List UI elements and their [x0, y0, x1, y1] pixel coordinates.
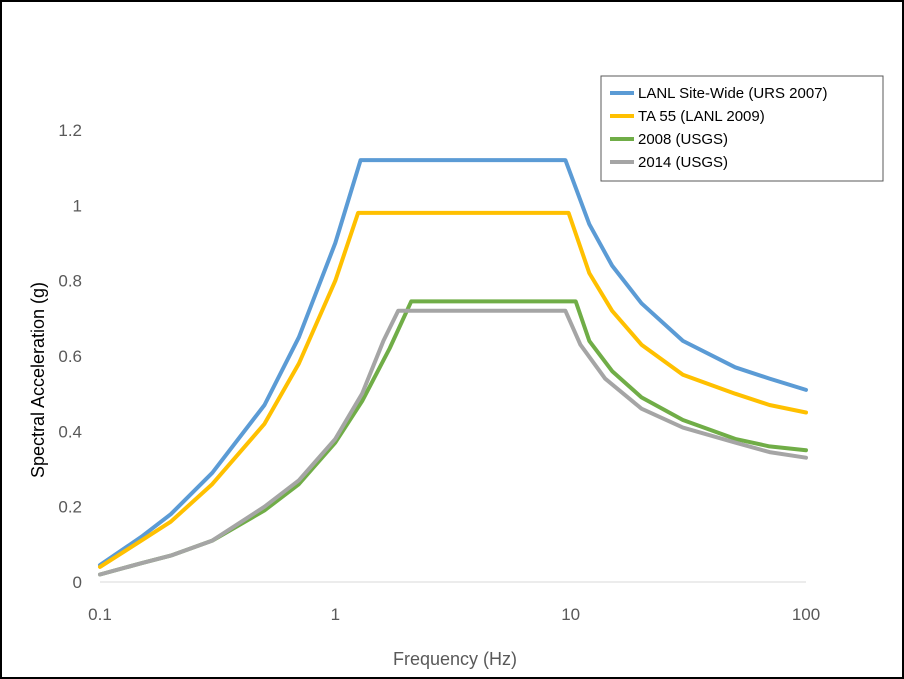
y-tick-label: 0.8: [58, 272, 82, 291]
x-tick-label: 100: [792, 605, 820, 624]
x-axis-ticks: 0.1 1 10 100: [88, 605, 820, 624]
series-line-3: [98, 299, 808, 577]
y-tick-label: 1: [73, 196, 82, 215]
y-tick-label: 1.2: [58, 121, 82, 140]
series-line-4: [98, 308, 808, 577]
y-tick-label: 0.2: [58, 498, 82, 517]
y-tick-label: 0.4: [58, 422, 82, 441]
y-tick-label: 0: [73, 573, 82, 592]
legend-items: LANL Site-Wide (URS 2007) TA 55 (LANL 200…: [610, 85, 828, 171]
legend-label: 2008 (USGS): [638, 131, 728, 148]
legend: LANL Site-Wide (URS 2007) TA 55 (LANL 200…: [600, 75, 884, 182]
y-axis-title: Spectral Acceleration (g): [28, 282, 48, 478]
legend-label: LANL Site-Wide (URS 2007): [638, 85, 828, 102]
series-line-1: [98, 158, 808, 567]
x-tick-label: 0.1: [88, 605, 112, 624]
x-tick-label: 1: [331, 605, 340, 624]
y-axis-ticks: 0 0.2 0.4 0.6 0.8 1 1.2: [58, 121, 82, 592]
legend-box: [600, 75, 884, 182]
x-axis-title: Frequency (Hz): [393, 649, 517, 669]
legend-label: 2014 (USGS): [638, 154, 728, 171]
x-tick-label: 10: [561, 605, 580, 624]
series-lines: [98, 158, 808, 577]
legend-label: TA 55 (LANL 2009): [638, 108, 765, 125]
series-line-2: [98, 210, 808, 569]
y-tick-label: 0.6: [58, 347, 82, 366]
